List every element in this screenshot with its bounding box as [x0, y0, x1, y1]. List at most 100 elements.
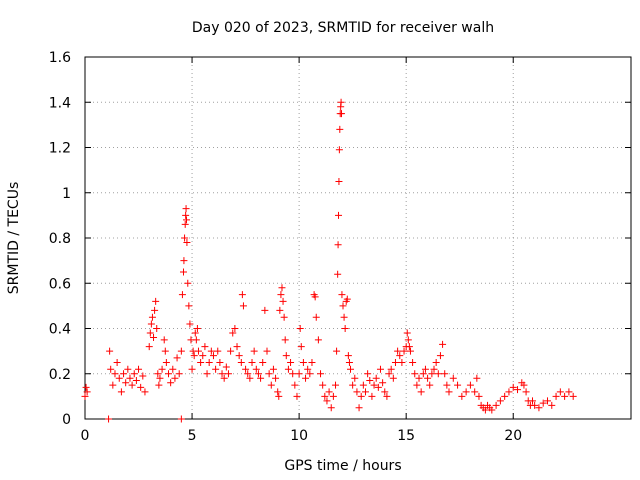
data-point	[372, 374, 380, 382]
data-point	[238, 291, 246, 299]
data-point	[181, 234, 189, 242]
data-point	[182, 216, 190, 224]
data-point	[191, 329, 199, 337]
data-point	[220, 374, 228, 382]
data-point	[340, 313, 348, 321]
data-point	[359, 381, 367, 389]
data-point	[263, 347, 271, 355]
data-point	[280, 313, 288, 321]
data-point	[458, 392, 466, 400]
data-point	[109, 381, 117, 389]
data-point	[261, 306, 269, 314]
data-point	[488, 406, 496, 414]
data-point	[335, 146, 343, 154]
data-point	[180, 257, 188, 265]
data-point	[145, 343, 153, 351]
data-point	[224, 370, 232, 378]
data-point	[317, 370, 325, 378]
data-point	[473, 374, 481, 382]
data-points	[81, 98, 577, 423]
data-point	[529, 397, 537, 405]
data-point	[175, 370, 183, 378]
data-point	[391, 358, 399, 366]
data-point	[291, 381, 299, 389]
data-point	[400, 347, 408, 355]
data-point	[254, 370, 262, 378]
data-point	[124, 365, 132, 373]
data-point	[337, 98, 345, 106]
x-tick-label: 20	[504, 428, 522, 444]
data-point	[411, 370, 419, 378]
data-point	[154, 370, 162, 378]
data-point	[296, 325, 304, 332]
data-point	[561, 392, 569, 400]
y-tick-label: 0.6	[49, 276, 71, 292]
data-point	[345, 358, 353, 366]
data-point	[122, 379, 130, 387]
data-point	[344, 352, 352, 360]
data-point	[509, 383, 517, 391]
data-point	[454, 381, 462, 389]
data-point	[205, 358, 213, 366]
chart-title: Day 020 of 2023, SRMTID for receiver wal…	[192, 20, 494, 36]
data-point	[155, 381, 163, 389]
data-point	[276, 306, 284, 314]
data-point	[462, 388, 470, 396]
data-point	[139, 372, 147, 380]
data-point	[368, 392, 376, 400]
data-point	[374, 383, 382, 391]
data-point	[501, 392, 509, 400]
data-point	[158, 365, 166, 373]
data-point	[81, 392, 89, 400]
data-point	[321, 392, 329, 400]
data-point	[341, 325, 349, 332]
data-point	[319, 381, 327, 389]
x-tick-label: 5	[188, 428, 197, 444]
data-point	[239, 302, 247, 310]
data-point	[383, 392, 391, 400]
data-point	[132, 377, 140, 385]
data-point	[188, 365, 196, 373]
data-point	[376, 365, 384, 373]
data-point	[190, 352, 198, 360]
data-point	[227, 347, 235, 355]
data-point	[556, 388, 564, 396]
data-point	[405, 343, 413, 351]
data-point	[394, 347, 402, 355]
data-point	[409, 358, 417, 366]
data-point	[115, 374, 123, 382]
data-point	[311, 293, 319, 301]
x-tick-label: 0	[81, 428, 90, 444]
data-point	[161, 347, 169, 355]
data-point	[178, 291, 186, 299]
y-tick-label: 1	[62, 186, 71, 202]
data-point	[284, 365, 292, 373]
data-point	[169, 365, 177, 373]
data-point	[82, 383, 90, 391]
data-point	[156, 374, 164, 382]
data-point	[543, 397, 551, 405]
data-point	[177, 347, 185, 355]
data-point	[361, 388, 369, 396]
data-point	[182, 205, 190, 213]
data-point	[347, 365, 355, 373]
data-point	[207, 347, 215, 355]
data-point	[336, 125, 344, 133]
data-point	[148, 313, 156, 321]
data-point	[214, 347, 222, 355]
data-point	[428, 370, 436, 378]
data-point	[272, 374, 280, 382]
data-point	[274, 388, 282, 396]
data-point	[329, 392, 337, 400]
data-point	[481, 406, 489, 414]
data-point	[312, 313, 320, 321]
data-point	[389, 374, 397, 382]
data-point	[192, 336, 200, 344]
data-point	[355, 404, 363, 412]
data-point	[434, 370, 442, 378]
data-point	[197, 358, 205, 366]
data-point	[135, 365, 143, 373]
tick-layer: 0 5 10 15 20 0 0.2 0.4 0.6 0.8 1 1.2 1.4 1.6	[49, 50, 631, 444]
data-point	[492, 401, 500, 409]
